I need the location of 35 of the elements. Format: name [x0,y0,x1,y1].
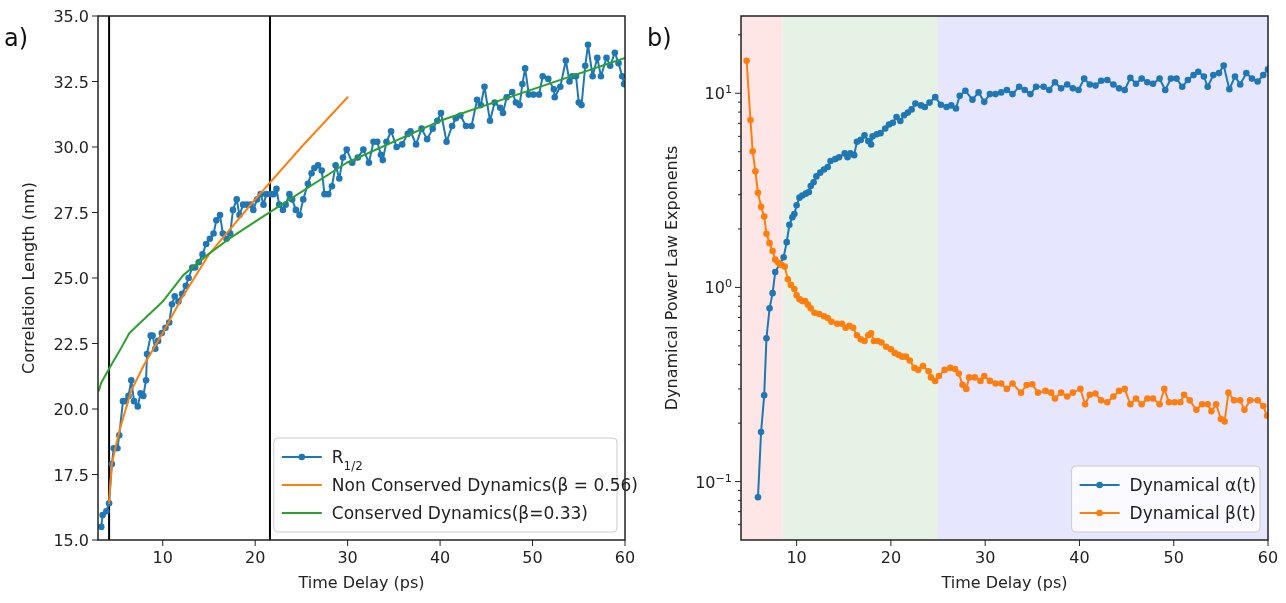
y-tick-label: 10$^{−1}$ [695,471,732,492]
x-tick-label: 30 [974,548,996,567]
chart-title: a) [4,24,29,52]
y-tick-label: 22.5 [53,334,89,354]
x-tick-label: 40 [1069,548,1090,567]
y-tick-label: 30.0 [53,138,89,157]
y-tick-label: 20.0 [53,400,89,419]
y-tick-label: 27.5 [53,203,89,223]
y-tick-label: 15.0 [53,531,89,550]
y-axis-title: Correlation Length (nm) [19,182,38,374]
y-tick-label: 17.5 [53,465,89,485]
legend-label: R$_{1/2}$ [331,447,363,473]
x-axis-title: Time Delay (ps) [940,573,1068,592]
x-tick-label: 50 [1163,548,1184,567]
x-axis-title: Time Delay (ps) [297,573,425,592]
line-series [98,56,625,392]
legend-label: Dynamical β(t) [1129,503,1256,523]
legend-label: Dynamical α(t) [1129,475,1257,495]
y-tick-label: 10$^{0}$ [704,276,732,298]
x-tick-label: 30 [337,548,358,567]
x-tick-label: 40 [429,548,451,567]
y-axis-title: Dynamical Power Law Exponents [662,145,681,411]
x-tick-label: 50 [522,548,543,567]
y-tick-label: 32.5 [53,72,89,92]
x-tick-label: 20 [880,548,902,567]
x-tick-label: 10 [786,548,807,567]
x-tick-label: 10 [152,548,173,567]
x-tick-label: 60 [614,548,636,567]
y-tick-label: 35.0 [53,7,89,26]
x-tick-label: 60 [1257,548,1279,567]
y-tick-label: 25.0 [53,269,89,288]
y-tick-label: 10$^{1}$ [704,82,732,104]
legend-label: Conserved Dynamics(β=0.33) [331,503,588,523]
x-tick-label: 20 [245,548,266,567]
chart-title: b) [647,24,672,52]
